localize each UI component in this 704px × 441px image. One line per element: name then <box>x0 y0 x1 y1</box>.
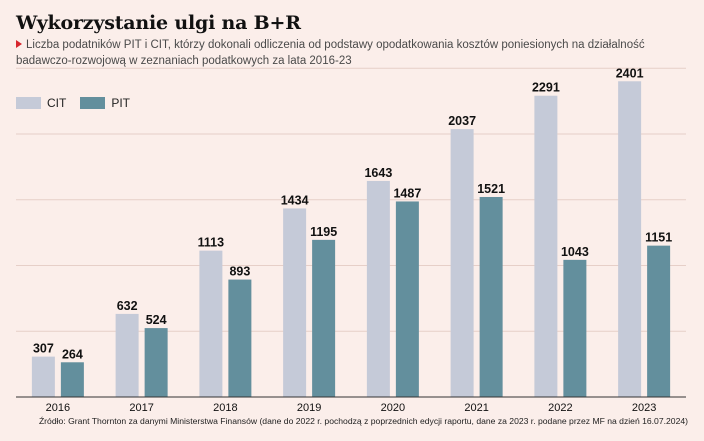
value-label-cit: 1434 <box>281 193 309 207</box>
bar-pit <box>312 239 336 397</box>
bar-cit <box>534 95 558 398</box>
bar-cit <box>618 81 642 398</box>
chart-subtitle: Liczba podatników PIT i CIT, którzy doko… <box>16 37 696 69</box>
bar-cit <box>115 313 139 397</box>
value-label-pit: 1487 <box>393 186 421 200</box>
value-label-cit: 632 <box>117 299 138 313</box>
bar-cit <box>199 250 223 397</box>
bar-pit <box>563 259 587 397</box>
legend-item-pit: PIT <box>80 96 130 110</box>
chart-title: Wykorzystanie ulgi na B+R <box>16 12 301 34</box>
bar-pit <box>647 245 671 397</box>
value-label-pit: 1151 <box>645 231 672 245</box>
x-tick-label: 2017 <box>129 402 153 414</box>
value-label-cit: 1643 <box>364 166 392 180</box>
bar-pit <box>60 362 84 397</box>
bar-cit <box>31 356 55 397</box>
bar-pit <box>228 279 252 397</box>
legend-swatch-cit <box>16 97 41 109</box>
value-label-pit: 1043 <box>561 245 589 259</box>
value-label-pit: 1521 <box>477 182 505 196</box>
value-label-pit: 893 <box>229 265 250 279</box>
value-label-pit: 524 <box>146 313 167 327</box>
bar-pit <box>144 328 168 397</box>
x-tick-label: 2020 <box>381 402 405 414</box>
bar-cit <box>366 180 390 397</box>
value-label-pit: 264 <box>62 347 83 361</box>
legend: CIT PIT <box>16 96 144 110</box>
value-label-cit: 2401 <box>616 66 644 80</box>
legend-label-cit: CIT <box>47 96 67 110</box>
subtitle-text: Liczba podatników PIT i CIT, którzy doko… <box>16 39 645 67</box>
x-tick-label: 2019 <box>297 402 321 414</box>
value-label-cit: 1113 <box>198 236 224 250</box>
x-tick-label: 2022 <box>548 402 572 414</box>
x-tick-label: 2018 <box>213 402 237 414</box>
legend-swatch-pit <box>80 97 106 109</box>
legend-label-pit: PIT <box>111 96 131 110</box>
source-note: Źródło: Grant Thornton za danymi Ministe… <box>38 416 688 426</box>
x-tick-label: 2016 <box>46 402 70 414</box>
red-triangle-icon <box>16 40 22 48</box>
bar-cit <box>450 129 474 397</box>
value-label-cit: 307 <box>33 342 54 356</box>
value-label-cit: 2291 <box>532 81 560 95</box>
legend-item-cit: CIT <box>16 96 66 110</box>
bar-pit <box>479 196 503 397</box>
value-label-cit: 2037 <box>448 114 476 128</box>
bar-cit <box>283 208 307 397</box>
bar-pit <box>395 201 419 397</box>
value-label-pit: 1195 <box>310 225 337 239</box>
x-tick-label: 2021 <box>464 402 488 414</box>
x-tick-label: 2023 <box>632 402 656 414</box>
